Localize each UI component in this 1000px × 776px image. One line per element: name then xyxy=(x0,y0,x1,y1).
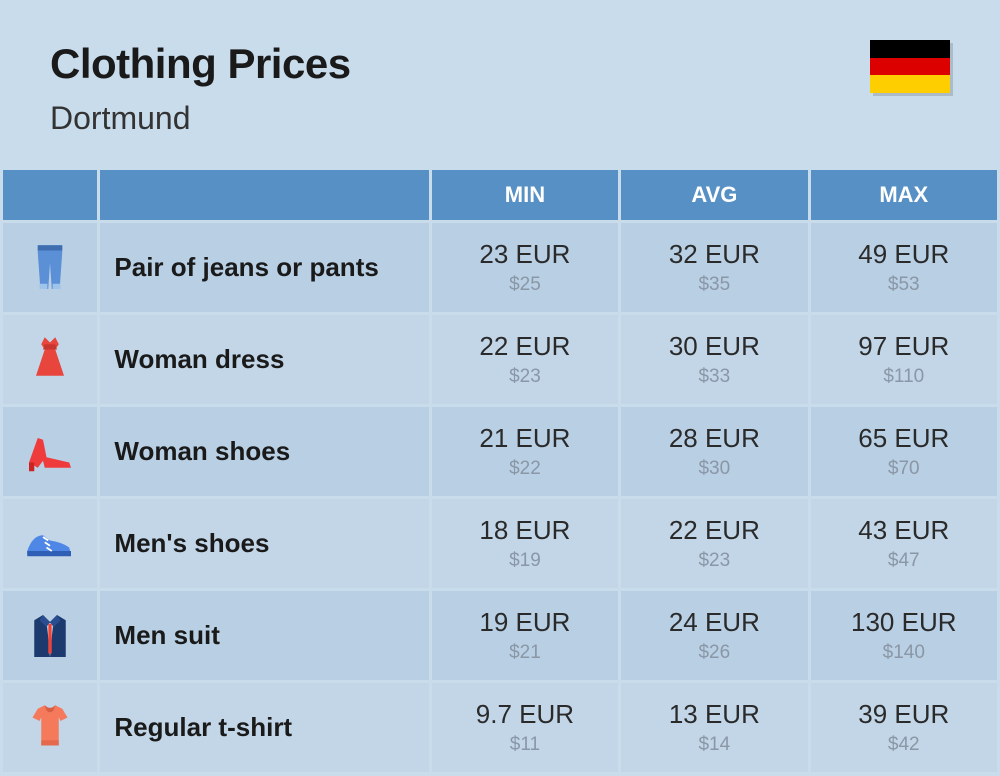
price-usd: $14 xyxy=(631,734,797,756)
price-usd: $33 xyxy=(631,366,797,388)
flag-stripe xyxy=(870,58,950,76)
item-label: Regular t-shirt xyxy=(100,683,428,772)
price-usd: $21 xyxy=(442,642,608,664)
price-usd: $19 xyxy=(442,550,608,572)
item-label: Pair of jeans or pants xyxy=(100,223,428,312)
price-avg: 30 EUR $33 xyxy=(621,315,807,404)
price-table: MIN AVG MAX Pair of jeans or pants23 EUR… xyxy=(0,167,1000,775)
price-min: 18 EUR $19 xyxy=(432,499,618,588)
price-eur: 24 EUR xyxy=(631,607,797,638)
price-eur: 32 EUR xyxy=(631,239,797,270)
price-eur: 39 EUR xyxy=(821,699,987,730)
price-eur: 9.7 EUR xyxy=(442,699,608,730)
price-usd: $70 xyxy=(821,458,987,480)
suit-icon xyxy=(3,591,97,680)
item-label: Men suit xyxy=(100,591,428,680)
flag-stripe xyxy=(870,40,950,58)
price-min: 19 EUR $21 xyxy=(432,591,618,680)
table-row: Pair of jeans or pants 23 EUR $25 32 EUR $35… xyxy=(3,223,997,312)
table-header-row: MIN AVG MAX xyxy=(3,170,997,220)
price-eur: 43 EUR xyxy=(821,515,987,546)
price-max: 39 EUR $42 xyxy=(811,683,997,772)
price-eur: 30 EUR xyxy=(631,331,797,362)
jeans-icon xyxy=(3,223,97,312)
page-title: Clothing Prices xyxy=(50,40,351,88)
price-avg: 22 EUR $23 xyxy=(621,499,807,588)
price-eur: 65 EUR xyxy=(821,423,987,454)
sneaker-icon xyxy=(3,499,97,588)
price-max: 130 EUR $140 xyxy=(811,591,997,680)
price-eur: 22 EUR xyxy=(631,515,797,546)
price-eur: 97 EUR xyxy=(821,331,987,362)
price-avg: 32 EUR $35 xyxy=(621,223,807,312)
price-usd: $35 xyxy=(631,274,797,296)
price-eur: 22 EUR xyxy=(442,331,608,362)
price-min: 23 EUR $25 xyxy=(432,223,618,312)
page-subtitle: Dortmund xyxy=(50,100,351,137)
item-label: Woman dress xyxy=(100,315,428,404)
header-avg: AVG xyxy=(621,170,807,220)
price-eur: 18 EUR xyxy=(442,515,608,546)
price-eur: 13 EUR xyxy=(631,699,797,730)
price-usd: $11 xyxy=(442,734,608,756)
tshirt-icon xyxy=(3,683,97,772)
price-avg: 13 EUR $14 xyxy=(621,683,807,772)
price-usd: $26 xyxy=(631,642,797,664)
title-block: Clothing Prices Dortmund xyxy=(50,40,351,137)
price-min: 9.7 EUR $11 xyxy=(432,683,618,772)
table-row: Regular t-shirt 9.7 EUR $11 13 EUR $14 39 EUR… xyxy=(3,683,997,772)
flag-germany-icon xyxy=(870,40,950,93)
price-min: 22 EUR $23 xyxy=(432,315,618,404)
item-label: Men's shoes xyxy=(100,499,428,588)
price-eur: 19 EUR xyxy=(442,607,608,638)
header-min: MIN xyxy=(432,170,618,220)
price-max: 43 EUR $47 xyxy=(811,499,997,588)
dress-icon xyxy=(3,315,97,404)
price-usd: $110 xyxy=(821,366,987,388)
price-eur: 21 EUR xyxy=(442,423,608,454)
price-usd: $23 xyxy=(631,550,797,572)
price-min: 21 EUR $22 xyxy=(432,407,618,496)
price-max: 49 EUR $53 xyxy=(811,223,997,312)
price-usd: $25 xyxy=(442,274,608,296)
table-row: Woman shoes 21 EUR $22 28 EUR $30 65 EUR $70 xyxy=(3,407,997,496)
price-avg: 24 EUR $26 xyxy=(621,591,807,680)
price-max: 65 EUR $70 xyxy=(811,407,997,496)
price-usd: $47 xyxy=(821,550,987,572)
price-usd: $22 xyxy=(442,458,608,480)
table-row: Woman dress 22 EUR $23 30 EUR $33 97 EUR $110 xyxy=(3,315,997,404)
header-label-col xyxy=(100,170,428,220)
table-row: Men suit 19 EUR $21 24 EUR $26 130 EUR $140 xyxy=(3,591,997,680)
header-icon-col xyxy=(3,170,97,220)
heel-icon xyxy=(3,407,97,496)
flag-stripe xyxy=(870,75,950,93)
header: Clothing Prices Dortmund xyxy=(0,0,1000,167)
price-usd: $140 xyxy=(821,642,987,664)
header-max: MAX xyxy=(811,170,997,220)
table-row: Men's shoes 18 EUR $19 22 EUR $23 43 EUR $47 xyxy=(3,499,997,588)
price-eur: 28 EUR xyxy=(631,423,797,454)
price-eur: 130 EUR xyxy=(821,607,987,638)
price-usd: $42 xyxy=(821,734,987,756)
price-eur: 49 EUR xyxy=(821,239,987,270)
item-label: Woman shoes xyxy=(100,407,428,496)
price-avg: 28 EUR $30 xyxy=(621,407,807,496)
price-usd: $23 xyxy=(442,366,608,388)
price-usd: $30 xyxy=(631,458,797,480)
price-usd: $53 xyxy=(821,274,987,296)
price-eur: 23 EUR xyxy=(442,239,608,270)
price-max: 97 EUR $110 xyxy=(811,315,997,404)
